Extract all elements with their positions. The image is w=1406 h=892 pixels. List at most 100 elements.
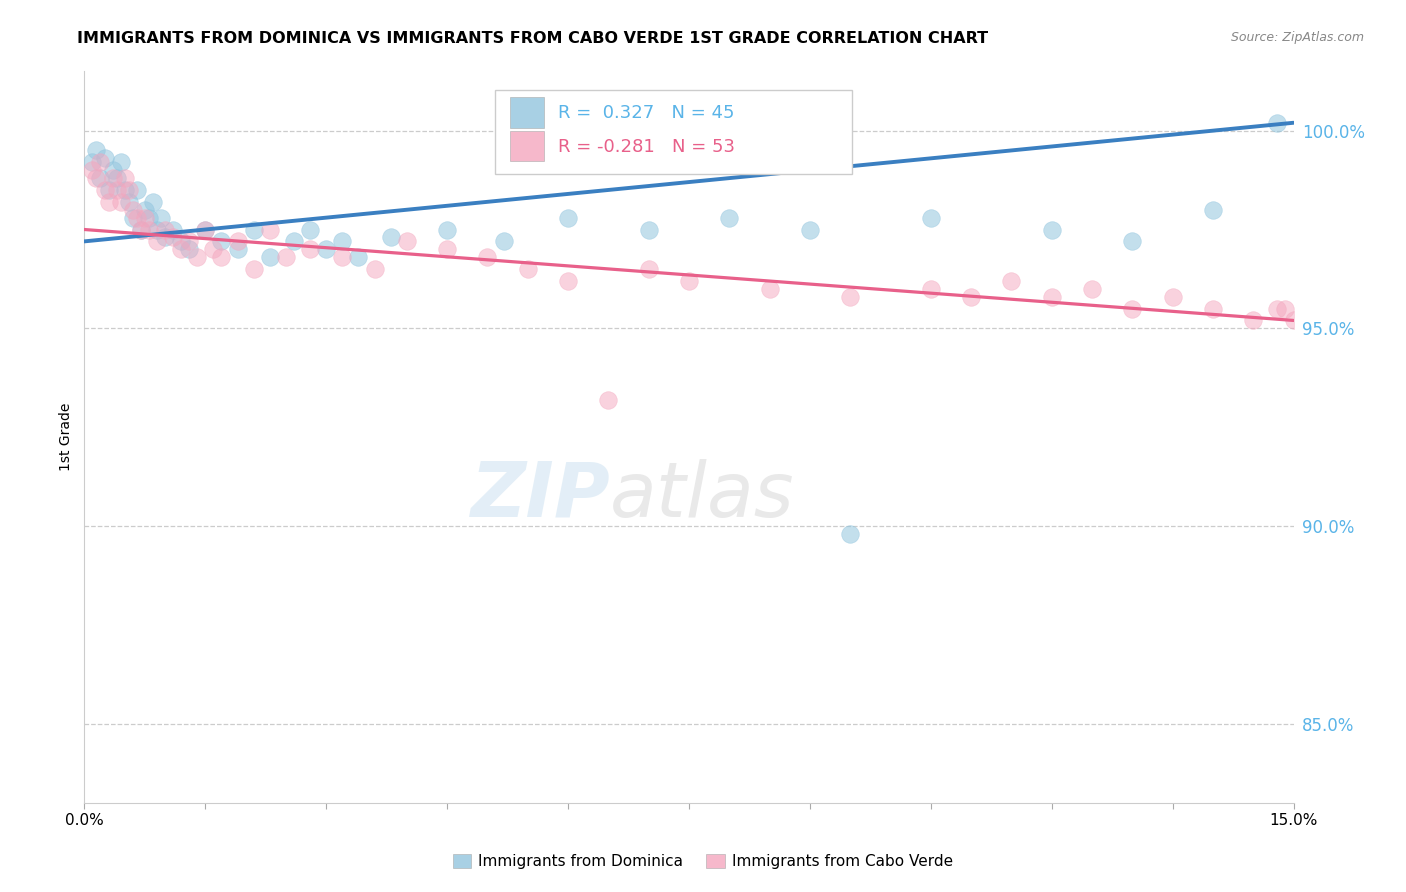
Point <box>839 290 862 304</box>
Point <box>1161 290 1184 304</box>
Point <box>125 211 148 225</box>
Point <box>170 242 193 256</box>
Point <box>162 222 184 236</box>
Point <box>82 155 104 169</box>
Point <box>330 235 353 249</box>
Point <box>129 222 152 236</box>
Point <box>678 274 700 288</box>
Point <box>299 242 322 256</box>
Point <box>557 274 579 288</box>
Point <box>105 183 128 197</box>
Point <box>89 171 111 186</box>
Point <box>226 235 249 249</box>
Point <box>477 250 499 264</box>
Point <box>557 211 579 225</box>
Point <box>799 222 821 236</box>
Text: R =  0.327   N = 45: R = 0.327 N = 45 <box>558 104 735 122</box>
Point <box>242 262 264 277</box>
FancyBboxPatch shape <box>510 130 544 161</box>
Point <box>110 194 132 209</box>
Text: atlas: atlas <box>610 458 794 533</box>
Point <box>637 262 659 277</box>
Point <box>121 211 143 225</box>
FancyBboxPatch shape <box>495 90 852 174</box>
Point <box>209 235 232 249</box>
Point <box>637 222 659 236</box>
Point <box>920 282 942 296</box>
Point <box>718 211 741 225</box>
Point <box>194 222 217 236</box>
Point <box>1081 282 1104 296</box>
Point <box>186 250 208 264</box>
Point <box>1267 301 1289 316</box>
Point <box>125 183 148 197</box>
Point <box>1040 222 1063 236</box>
Point <box>315 242 337 256</box>
Point <box>89 155 111 169</box>
Point <box>170 235 193 249</box>
Point <box>149 211 172 225</box>
Point <box>93 152 115 166</box>
Point <box>97 183 120 197</box>
Point <box>960 290 983 304</box>
Point <box>209 250 232 264</box>
Point <box>598 392 620 407</box>
Point <box>86 171 108 186</box>
Point <box>1121 301 1143 316</box>
Point <box>347 250 370 264</box>
Point <box>226 242 249 256</box>
Point <box>1274 301 1296 316</box>
Point <box>516 262 538 277</box>
Point <box>110 155 132 169</box>
Point <box>920 211 942 225</box>
Point <box>121 202 143 217</box>
Point <box>134 211 156 225</box>
Point <box>202 242 225 256</box>
Point <box>138 211 160 225</box>
Point <box>1241 313 1264 327</box>
Point <box>101 163 124 178</box>
Point <box>146 235 169 249</box>
Point <box>118 183 141 197</box>
Point <box>259 250 281 264</box>
Point <box>1202 301 1225 316</box>
Point <box>86 144 108 158</box>
Point <box>436 222 458 236</box>
Point <box>274 250 297 264</box>
Point <box>299 222 322 236</box>
Point <box>146 222 169 236</box>
Point <box>153 230 176 244</box>
Point <box>82 163 104 178</box>
Legend: Immigrants from Dominica, Immigrants from Cabo Verde: Immigrants from Dominica, Immigrants fro… <box>446 848 960 875</box>
Point <box>1267 116 1289 130</box>
Point <box>1202 202 1225 217</box>
Point <box>97 194 120 209</box>
Point <box>114 183 136 197</box>
Point <box>363 262 385 277</box>
Point <box>179 242 201 256</box>
Point <box>162 230 184 244</box>
Point <box>1121 235 1143 249</box>
Point <box>142 194 165 209</box>
Point <box>330 250 353 264</box>
Point <box>839 527 862 541</box>
Text: Source: ZipAtlas.com: Source: ZipAtlas.com <box>1230 31 1364 45</box>
Point <box>101 171 124 186</box>
Point <box>380 230 402 244</box>
Point <box>259 222 281 236</box>
Y-axis label: 1st Grade: 1st Grade <box>59 403 73 471</box>
Text: IMMIGRANTS FROM DOMINICA VS IMMIGRANTS FROM CABO VERDE 1ST GRADE CORRELATION CHA: IMMIGRANTS FROM DOMINICA VS IMMIGRANTS F… <box>77 31 988 46</box>
Point <box>758 282 780 296</box>
Point <box>105 171 128 186</box>
Text: ZIP: ZIP <box>471 458 610 533</box>
FancyBboxPatch shape <box>510 97 544 128</box>
Point <box>283 235 305 249</box>
Point <box>492 235 515 249</box>
Point <box>153 222 176 236</box>
Point <box>1040 290 1063 304</box>
Point <box>1282 313 1305 327</box>
Point <box>118 194 141 209</box>
Point <box>114 171 136 186</box>
Point <box>395 235 418 249</box>
Point <box>138 222 160 236</box>
